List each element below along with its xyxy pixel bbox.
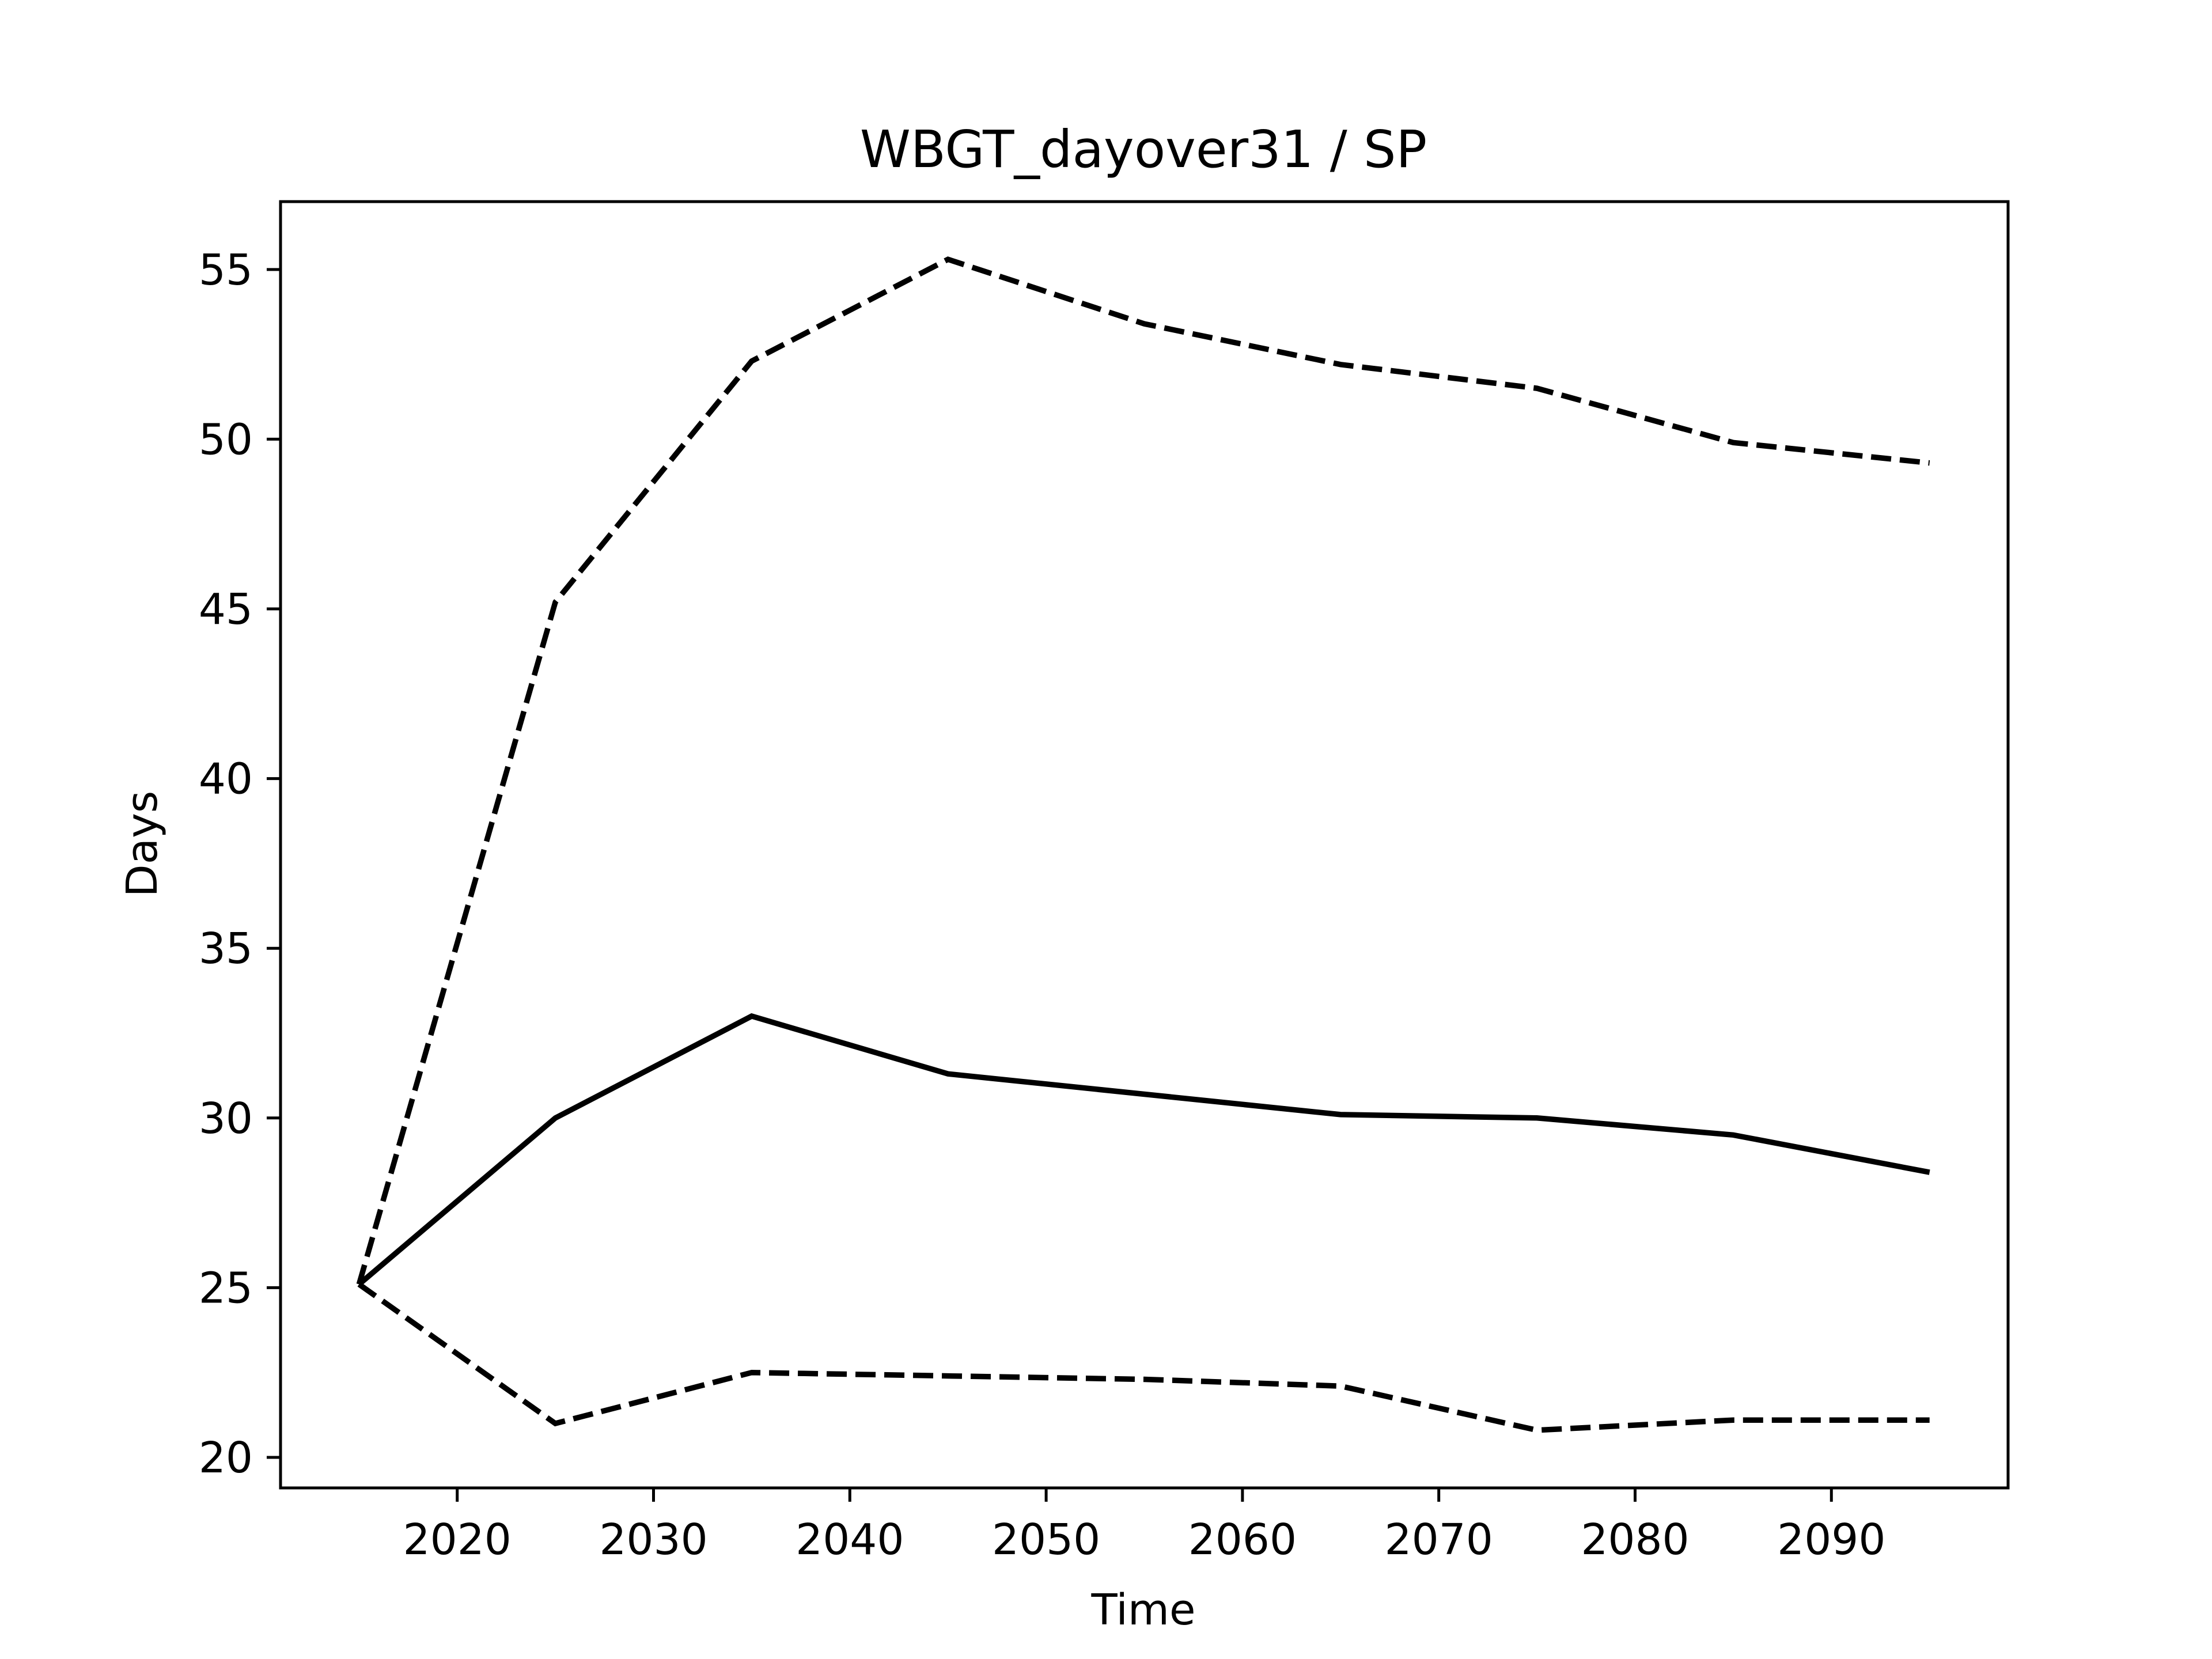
y-tick-label: 20 xyxy=(199,1433,253,1483)
series-line-1-solid xyxy=(357,1013,1930,1287)
y-axis-label: Days xyxy=(118,791,167,897)
x-tick-label: 2060 xyxy=(1188,1515,1297,1565)
y-tick-label: 55 xyxy=(199,245,253,295)
y-tick-label: 50 xyxy=(199,415,253,464)
x-tick-label: 2070 xyxy=(1385,1515,1493,1565)
y-tick-label: 30 xyxy=(199,1094,253,1143)
chart-title: WBGT_dayover31 / SP xyxy=(860,119,1427,179)
x-axis-label: Time xyxy=(1090,1585,1195,1635)
x-tick-label: 2020 xyxy=(403,1515,512,1565)
y-tick-label: 25 xyxy=(199,1263,253,1313)
y-tick-label: 35 xyxy=(199,924,253,974)
series-layer xyxy=(356,256,1930,1433)
x-tick-label: 2050 xyxy=(992,1515,1100,1565)
series-line-3-dashed xyxy=(357,1282,1930,1433)
x-axis: 2020 2030 2040 2050 2060 2070 2080 2090 xyxy=(403,1488,1885,1565)
x-tick-label: 2090 xyxy=(1777,1515,1885,1565)
x-tick-label: 2080 xyxy=(1581,1515,1689,1565)
y-axis: 20 25 30 35 40 45 50 55 xyxy=(199,245,281,1483)
series-line-2-dashed xyxy=(356,256,1930,1285)
plot-frame xyxy=(279,200,2010,1490)
x-tick-label: 2030 xyxy=(599,1515,707,1565)
y-tick-label: 40 xyxy=(199,755,253,804)
x-tick-label: 2040 xyxy=(796,1515,904,1565)
y-tick-label: 45 xyxy=(199,585,253,634)
